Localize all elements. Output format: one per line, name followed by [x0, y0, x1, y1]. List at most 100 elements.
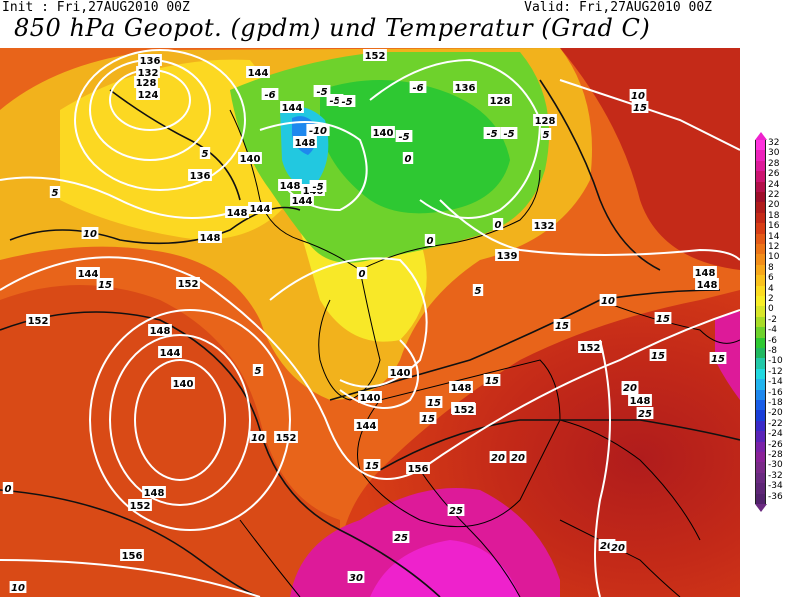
temperature-label-box	[9, 581, 27, 593]
geopotential-label-box	[495, 249, 519, 261]
temperature-label: -6	[412, 83, 423, 94]
legend-tick-label: 26	[768, 169, 780, 180]
warm-region-southwest	[0, 285, 340, 597]
coastlines	[229, 109, 740, 597]
temperature-label: 15	[555, 321, 569, 332]
contour-156	[0, 559, 261, 597]
temperature-label-box	[629, 89, 647, 101]
legend-swatch	[755, 462, 766, 474]
geopotential-label: 152	[28, 316, 49, 327]
legend-swatch	[755, 140, 766, 151]
temperature-label-box	[492, 218, 504, 230]
temperature-label: 15	[651, 351, 665, 362]
temperature-label-box	[402, 152, 414, 164]
geopotential-label: 156	[408, 464, 429, 475]
legend-swatch	[755, 244, 766, 255]
legend-tick-label: -2	[768, 314, 777, 325]
temperature-legend: 32 30 28 26 24 22 20 18 16 14 12 10 8 6 4 2 0 -2 -4 -6 -8 -10…	[752, 132, 790, 520]
temperature-label-box	[338, 95, 356, 107]
temperature-label: 15	[427, 398, 441, 409]
temperature-label: 5	[52, 188, 59, 199]
temperature-label: 0	[427, 236, 434, 247]
legend-tick-label: -14	[768, 377, 783, 388]
legend-swatch	[755, 420, 766, 432]
temperature-label-box	[500, 127, 518, 139]
legend-tick-label: 0	[768, 304, 774, 315]
temperature-label: 20	[491, 453, 505, 464]
legend-swatch	[755, 160, 766, 172]
legend-swatch	[755, 285, 766, 297]
legend-arrow-up-icon	[755, 132, 767, 140]
temperature-label: 5	[475, 286, 482, 297]
temperature-label-box	[649, 349, 667, 361]
legend-tick-label: 10	[768, 252, 780, 263]
temperature-label-box	[309, 180, 327, 192]
temperature-label-box	[363, 459, 381, 471]
geopotential-label-box	[290, 194, 314, 206]
geopotential-label-box	[136, 88, 160, 100]
geopotential-label-box	[198, 231, 222, 243]
legend-swatch	[755, 212, 766, 224]
hot-spot-core	[370, 540, 520, 597]
temperature-label: 10	[11, 583, 25, 594]
contour-144-north	[0, 176, 241, 219]
temperature-label: 20	[600, 541, 614, 552]
temperature-label-box	[609, 541, 627, 553]
temperature-label: 5	[543, 130, 550, 141]
geopotential-label: 132	[534, 221, 555, 232]
geopotential-label-box	[371, 126, 395, 138]
temperature-label: -5	[398, 132, 409, 143]
legend-swatch	[755, 379, 766, 391]
legend-swatch	[755, 223, 766, 235]
geopotential-label-box	[532, 219, 556, 231]
geopotential-label-box	[171, 377, 195, 389]
legend-swatch	[755, 254, 766, 266]
temperature-label-box	[419, 412, 437, 424]
coastline-mediterranean	[559, 419, 701, 541]
temperature-label-box	[483, 127, 501, 139]
legend-tick-label: -28	[768, 450, 783, 460]
legend-tick-label: 18	[768, 210, 780, 221]
legend-tick-label: 4	[768, 283, 774, 294]
legend-swatch	[755, 452, 766, 463]
temperature-label: 15	[421, 414, 435, 425]
temperature-label: 15	[711, 354, 725, 365]
geopotential-label: 132	[138, 68, 159, 79]
legend-swatch	[755, 441, 766, 453]
legend-tick-label: -8	[768, 346, 777, 356]
geopotential-label: 152	[130, 501, 151, 512]
temperature-label: 25	[449, 506, 463, 517]
geopotential-label: 148	[295, 138, 316, 149]
geopotential-label-box	[628, 394, 652, 406]
geopotential-label: 128	[136, 78, 157, 89]
geopotential-label-box	[278, 179, 302, 191]
coastline-africa	[239, 519, 301, 597]
legend-tick-label: 30	[768, 148, 780, 159]
temperature-label: 5	[255, 366, 262, 377]
legend-swatch	[755, 171, 766, 183]
temperature-label-box	[709, 352, 727, 364]
temperature-label-box	[313, 85, 331, 97]
geopotential-label-box	[488, 94, 512, 106]
temperature-label-box	[261, 88, 279, 100]
temperature-label-box	[489, 451, 507, 463]
legend-tick-label: -26	[768, 439, 783, 450]
geopotential-label: 140	[173, 379, 194, 390]
geopotential-label: 140	[390, 368, 411, 379]
legend-tick-label: 24	[768, 179, 780, 190]
temperature-label: 15	[485, 376, 499, 387]
legend-tick-label: -22	[768, 418, 783, 429]
geopotential-label-box	[358, 391, 382, 403]
legend-tick-label: 32	[768, 138, 780, 148]
geopotential-label-box	[406, 462, 430, 474]
geopotential-label: 148	[630, 396, 651, 407]
temperature-label: 30	[349, 573, 363, 584]
hot-spot-east-edge	[715, 311, 740, 400]
temperature-label: 0	[495, 220, 502, 231]
coastline-south	[559, 519, 681, 597]
geopotential-label: 136	[455, 83, 476, 94]
temperature-label-box	[2, 482, 14, 494]
temperature-label-box	[599, 294, 617, 306]
contour-low-136	[74, 49, 246, 191]
temperature-label: 0	[5, 484, 12, 495]
